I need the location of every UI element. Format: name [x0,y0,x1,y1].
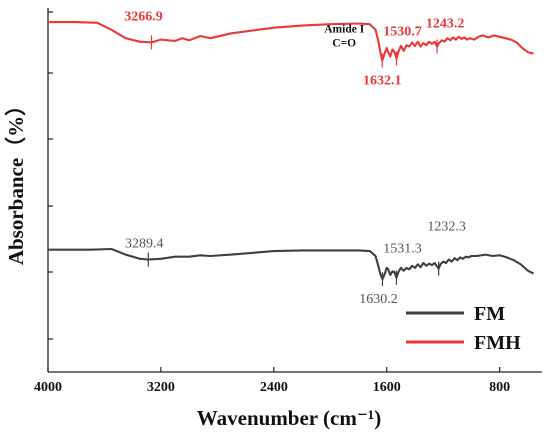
x-axis-title: Wavenumber (cm⁻¹) [197,406,381,430]
x-tick-label: 3200 [147,380,175,395]
peak-label: 3289.4 [125,237,164,252]
peak-label: 1243.2 [426,17,465,32]
peak-label: 1531.3 [383,242,422,257]
peak-label: 1232.3 [427,220,466,235]
legend: FM FMH [406,303,521,354]
y-axis-title: Absorbance（%） [4,95,28,265]
peak-label: 1630.2 [359,292,398,307]
peak-label: 1530.7 [383,25,422,40]
x-tick-label: 800 [489,380,510,395]
x-tick-label: 1600 [373,380,401,395]
x-tick-label: 2400 [260,380,288,395]
series-line-fm [48,247,534,281]
legend-label-fm: FM [474,303,505,325]
series-layer [48,21,534,281]
axes: 4000 3200 2400 1600 800 [34,8,542,395]
peak-assignment-title: Amide I [324,24,364,36]
peak-label: 1632.1 [363,74,402,89]
series-line-fmh [48,21,534,62]
legend-label-fmh: FMH [474,332,521,354]
peak-label: 3266.9 [124,9,163,24]
x-tick-label: 4000 [34,380,62,395]
peak-assignment-title: C=O [332,38,356,50]
